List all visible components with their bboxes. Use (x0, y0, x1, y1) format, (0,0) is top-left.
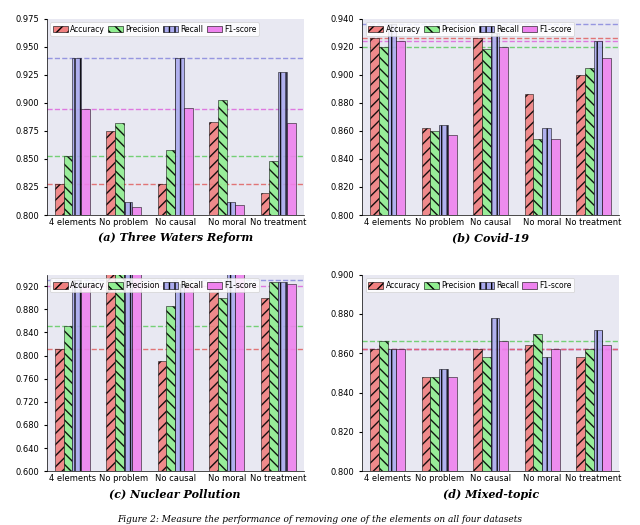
Bar (448, 377, 457, 471)
Bar (157, 361, 166, 471)
Bar (431, 131, 439, 215)
Bar (81, 286, 90, 471)
Bar (491, 318, 499, 471)
Bar (448, 135, 457, 215)
Bar (473, 349, 482, 471)
Bar (269, 161, 278, 215)
Bar (260, 193, 269, 215)
Bar (499, 341, 508, 471)
Bar (63, 155, 72, 215)
Bar (278, 72, 287, 215)
Bar (278, 281, 287, 471)
Bar (499, 47, 508, 215)
Bar (81, 110, 90, 215)
Bar (525, 345, 533, 471)
Bar (585, 349, 594, 471)
Bar (55, 349, 63, 471)
Bar (209, 281, 218, 471)
Bar (379, 341, 388, 471)
Bar (260, 298, 269, 471)
Bar (396, 41, 405, 215)
Bar (124, 202, 132, 215)
Bar (388, 24, 396, 215)
Bar (576, 357, 585, 471)
Bar (287, 123, 296, 215)
Bar (72, 58, 81, 215)
Bar (594, 330, 602, 471)
Bar (166, 150, 175, 215)
Bar (166, 306, 175, 471)
Bar (602, 345, 611, 471)
Bar (422, 128, 431, 215)
Bar (388, 349, 396, 471)
Bar (533, 139, 542, 215)
Bar (525, 94, 533, 215)
Bar (227, 202, 236, 215)
Text: Figure 2: Measure the performance of removing one of the elements on all four da: Figure 2: Measure the performance of rem… (118, 516, 522, 524)
Bar (55, 184, 63, 215)
Bar (132, 266, 141, 471)
Bar (106, 131, 115, 215)
Bar (184, 108, 193, 215)
X-axis label: (c) Nuclear Pollution: (c) Nuclear Pollution (109, 488, 241, 499)
X-axis label: (a) Three Waters Reform: (a) Three Waters Reform (98, 233, 253, 244)
Bar (396, 349, 405, 471)
Bar (439, 125, 448, 215)
Bar (236, 266, 244, 471)
Bar (422, 377, 431, 471)
Bar (431, 377, 439, 471)
Bar (551, 139, 559, 215)
Bar (269, 281, 278, 471)
Bar (218, 100, 227, 215)
Bar (542, 128, 551, 215)
Bar (236, 205, 244, 215)
Bar (576, 75, 585, 215)
Bar (63, 326, 72, 471)
Bar (602, 58, 611, 215)
Bar (227, 266, 236, 471)
X-axis label: (b) Covid-19: (b) Covid-19 (452, 233, 529, 244)
Bar (175, 58, 184, 215)
Bar (209, 122, 218, 215)
Bar (542, 357, 551, 471)
Bar (551, 349, 559, 471)
Legend: Accuracy, Precision, Recall, F1-score: Accuracy, Precision, Recall, F1-score (51, 278, 259, 292)
Legend: Accuracy, Precision, Recall, F1-score: Accuracy, Precision, Recall, F1-score (365, 278, 575, 292)
Bar (439, 369, 448, 471)
Bar (482, 49, 491, 215)
Bar (124, 264, 132, 471)
Bar (106, 272, 115, 471)
Bar (184, 286, 193, 471)
Bar (132, 207, 141, 215)
Bar (379, 47, 388, 215)
Bar (370, 349, 379, 471)
Bar (473, 38, 482, 215)
Bar (370, 38, 379, 215)
Legend: Accuracy, Precision, Recall, F1-score: Accuracy, Precision, Recall, F1-score (51, 23, 259, 36)
Bar (115, 123, 124, 215)
Legend: Accuracy, Precision, Recall, F1-score: Accuracy, Precision, Recall, F1-score (365, 23, 575, 36)
Bar (482, 357, 491, 471)
Bar (218, 298, 227, 471)
Bar (585, 68, 594, 215)
Bar (157, 184, 166, 215)
Bar (175, 284, 184, 471)
Bar (115, 264, 124, 471)
Bar (287, 284, 296, 471)
Bar (72, 280, 81, 471)
Bar (594, 41, 602, 215)
X-axis label: (d) Mixed-topic: (d) Mixed-topic (443, 488, 539, 499)
Bar (533, 333, 542, 471)
Bar (491, 33, 499, 215)
